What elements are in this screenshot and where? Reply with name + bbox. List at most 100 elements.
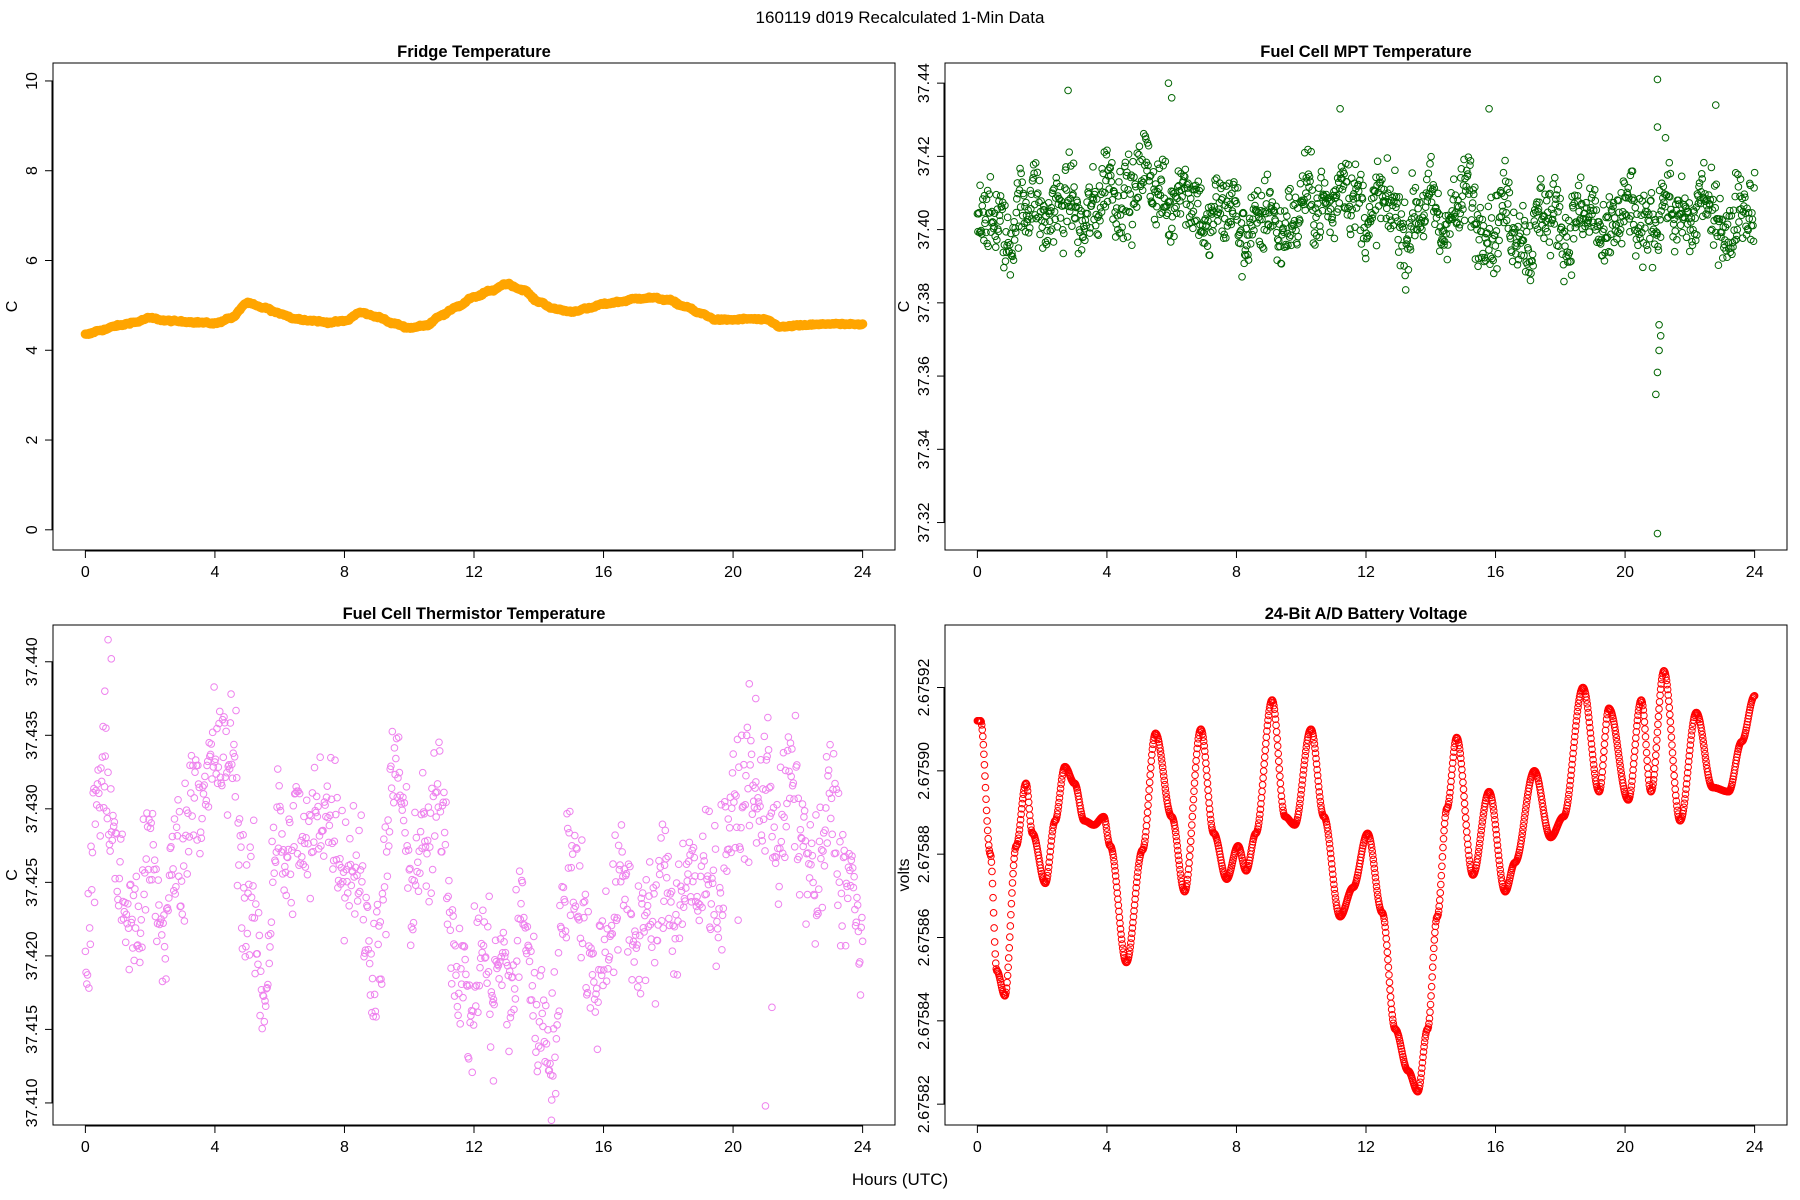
data-point (147, 819, 155, 827)
data-point (1007, 899, 1016, 908)
data-point (1642, 241, 1651, 250)
data-point (102, 724, 110, 732)
data-point (435, 738, 443, 747)
data-point (1427, 198, 1436, 207)
data-point (341, 894, 349, 902)
data-point (1115, 178, 1123, 186)
data-point (126, 880, 135, 889)
data-point (185, 833, 194, 841)
data-point (1405, 231, 1413, 239)
x-tick-label: 12 (1357, 564, 1375, 581)
data-point (802, 920, 810, 928)
y-tick-label: 2.67592 (916, 658, 933, 716)
data-point (167, 842, 175, 851)
data-point (1070, 183, 1078, 191)
data-point (372, 907, 381, 916)
y-tick-label: 37.44 (916, 63, 933, 103)
x-tick-label: 20 (724, 564, 742, 581)
data-point (1128, 220, 1137, 229)
data-point (1155, 184, 1163, 193)
data-point (1330, 234, 1339, 243)
data-point (325, 821, 334, 830)
data-point (1505, 188, 1514, 197)
data-point (471, 1002, 480, 1010)
data-point (815, 837, 824, 846)
data-point (1419, 232, 1428, 241)
data-point (447, 980, 456, 988)
data-point (208, 728, 217, 737)
data-point (1138, 186, 1147, 195)
data-point (1438, 853, 1447, 861)
data-point (152, 865, 160, 874)
data-point (616, 861, 624, 869)
data-point (538, 1009, 547, 1018)
data-point (636, 931, 644, 940)
data-point (1535, 198, 1543, 207)
data-point (1341, 204, 1350, 213)
data-point (338, 806, 346, 815)
data-point (1437, 880, 1445, 889)
data-point (981, 783, 990, 792)
data-point (528, 981, 537, 990)
data-point (642, 875, 651, 884)
data-point (1109, 215, 1117, 223)
data-point (1153, 160, 1162, 168)
y-tick-label: 37.415 (24, 1005, 41, 1054)
data-point (127, 918, 136, 927)
data-point (853, 893, 861, 902)
data-point (1742, 230, 1751, 239)
data-point (1455, 223, 1463, 232)
data-point (266, 943, 274, 951)
data-point (136, 929, 145, 938)
data-point (1666, 169, 1675, 178)
data-point (1600, 740, 1609, 748)
data-point (1615, 229, 1624, 238)
data-point (170, 815, 179, 823)
data-point (230, 752, 239, 761)
data-point (841, 941, 850, 950)
data-point (1528, 250, 1537, 259)
data-point (1011, 228, 1020, 237)
data-point (679, 839, 687, 848)
data-point (747, 750, 756, 759)
data-point (90, 898, 99, 907)
data-point (1667, 205, 1675, 214)
data-point (1529, 262, 1537, 270)
data-point (1397, 210, 1406, 218)
data-point (1750, 168, 1759, 177)
data-point (1605, 193, 1614, 201)
data-point (343, 877, 351, 886)
data-point (411, 881, 420, 889)
data-point (833, 870, 841, 878)
data-point (1526, 276, 1535, 285)
data-point (1536, 184, 1544, 192)
data-point (1262, 733, 1271, 742)
data-point (149, 841, 158, 849)
data-point (109, 822, 118, 831)
data-point (1170, 232, 1178, 241)
data-point (1103, 197, 1112, 206)
data-point (1320, 179, 1329, 187)
data-point (1545, 238, 1554, 246)
data-point (1698, 175, 1707, 183)
data-point (1274, 236, 1283, 245)
data-point (232, 774, 241, 782)
data-point (1695, 179, 1704, 187)
data-point (1204, 217, 1212, 225)
data-point (128, 915, 136, 924)
data-point (1185, 852, 1194, 861)
data-point (858, 937, 867, 946)
data-point (86, 940, 95, 949)
data-point (1501, 156, 1509, 165)
data-point (125, 965, 134, 974)
data-point (694, 907, 702, 915)
data-point (1231, 184, 1239, 192)
data-point (1064, 86, 1072, 95)
data-point (1317, 167, 1326, 176)
data-point (988, 879, 997, 888)
data-point (828, 830, 837, 839)
data-point (1096, 216, 1104, 225)
data-point (1665, 703, 1674, 712)
data-point (1600, 225, 1608, 233)
data-point (1621, 210, 1630, 219)
